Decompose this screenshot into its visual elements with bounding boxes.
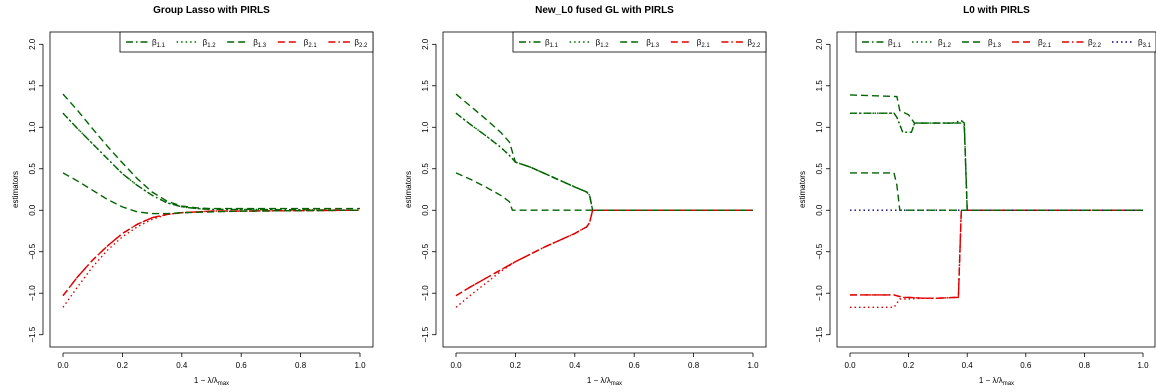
y-tick-label: 0.5	[815, 163, 824, 175]
y-axis-label: estimators	[11, 171, 20, 208]
y-tick-label: 0.5	[421, 163, 430, 175]
y-tick-label: 1.5	[28, 80, 37, 92]
legend-box	[855, 31, 1156, 53]
y-tick-label: −1.0	[421, 285, 430, 301]
series-line-4	[455, 209, 753, 297]
series-line-5	[62, 209, 361, 297]
legend-label: β1.2	[938, 38, 952, 49]
x-tick-label: 0.8	[295, 361, 307, 370]
chart-panel-3: L0 with PIRLS 0.0 0.2 0.4 0.6 0.8 1.0 −1.5 −1.0 −…	[798, 5, 1156, 387]
series-line-2	[62, 112, 361, 211]
series-line-1	[850, 112, 1143, 211]
x-tick-label: 0.6	[629, 361, 641, 370]
x-tick-label: 0.0	[57, 361, 69, 370]
chart-title: Group Lasso with PIRLS	[153, 5, 270, 16]
x-tick-label: 0.4	[176, 361, 188, 370]
legend-label: β1.2	[203, 38, 217, 49]
series-line-1	[62, 112, 361, 211]
x-axis-label: 1 − λ/λmax	[979, 376, 1014, 387]
series-line-7	[455, 172, 753, 211]
legend-label: β2.1	[697, 38, 711, 49]
x-tick-label: 0.8	[1079, 361, 1091, 370]
x-tick-label: 0.8	[688, 361, 700, 370]
x-tick-label: 0.4	[569, 361, 581, 370]
y-tick-label: −1.5	[421, 326, 430, 342]
y-tick-label: 0.0	[28, 204, 37, 216]
y-tick-label: 1.5	[815, 80, 824, 92]
y-tick-label: −0.5	[815, 243, 824, 259]
series-line-7	[62, 172, 361, 215]
series-line-3	[455, 93, 753, 211]
y-tick-label: 1.0	[421, 121, 430, 133]
y-tick-label: −1.0	[815, 285, 824, 301]
chart-title: New_L0 fused GL with PIRLS	[535, 5, 674, 16]
legend-label: β1.3	[988, 38, 1002, 49]
series-line-6	[455, 209, 753, 308]
legend-box	[119, 31, 374, 53]
y-tick-label: −0.5	[28, 243, 37, 259]
y-tick-label: 2.0	[421, 38, 430, 50]
y-tick-label: 1.0	[28, 121, 37, 133]
legend-label: β2.2	[747, 38, 761, 49]
x-tick-label: 0.6	[1020, 361, 1032, 370]
y-tick-label: 2.0	[28, 38, 37, 50]
y-tick-label: −0.5	[421, 243, 430, 259]
x-tick-label: 0.2	[510, 361, 522, 370]
series-line-4	[850, 209, 1143, 299]
y-tick-label: 2.0	[815, 38, 824, 50]
x-axis-label: 1 − λ/λmax	[587, 376, 622, 387]
series-line-5	[455, 209, 753, 297]
y-axis-label: estimators	[798, 171, 807, 208]
chart-panel-2: New_L0 fused GL with PIRLS 0.0 0.2 0.4 0.6 0.…	[404, 5, 767, 387]
series-line-8	[850, 172, 1143, 211]
y-axis-label: estimators	[404, 171, 413, 208]
y-tick-label: −1.5	[28, 326, 37, 342]
plot-frame	[836, 31, 1156, 348]
chart-panel-1: Group Lasso with PIRLS 0.0 0.2 0.4 0.6 0.8 1.0…	[11, 5, 374, 387]
legend-label: β1.1	[545, 38, 559, 49]
x-axis-label: 1 − λ/λmax	[194, 376, 229, 387]
legend-label: β2.2	[1088, 38, 1102, 49]
legend-label: β1.1	[888, 38, 902, 49]
chart-title: L0 with PIRLS	[963, 5, 1030, 16]
legend-label: β1.3	[646, 38, 660, 49]
x-tick-label: 0.0	[844, 361, 856, 370]
legend-label: β1.2	[596, 38, 610, 49]
x-tick-label: 0.2	[117, 361, 129, 370]
legend-label: β1.3	[253, 38, 267, 49]
x-tick-label: 1.0	[747, 361, 759, 370]
y-tick-label: 1.5	[421, 80, 430, 92]
y-tick-label: 1.0	[815, 121, 824, 133]
legend-label: β1.1	[152, 38, 166, 49]
series-line-3	[849, 94, 1143, 211]
legend-box	[512, 31, 767, 53]
series-line-5	[850, 209, 1143, 299]
legend-label: β2.1	[304, 38, 318, 49]
y-tick-label: 0.5	[28, 163, 37, 175]
y-tick-label: 0.0	[815, 204, 824, 216]
series-line-6	[62, 209, 361, 308]
series-line-7	[850, 209, 1143, 308]
y-tick-label: −1.5	[815, 326, 824, 342]
x-tick-label: 0.2	[903, 361, 915, 370]
y-tick-label: −1.0	[28, 285, 37, 301]
series-line-4	[62, 209, 361, 297]
y-tick-label: 0.0	[421, 204, 430, 216]
x-tick-label: 0.0	[450, 361, 462, 370]
x-tick-label: 0.6	[236, 361, 248, 370]
legend-label: β2.1	[1038, 38, 1052, 49]
x-tick-label: 0.4	[962, 361, 974, 370]
legend-label: β2.2	[354, 38, 368, 49]
x-tick-label: 1.0	[1137, 361, 1149, 370]
x-tick-label: 1.0	[354, 361, 366, 370]
series-line-3	[62, 93, 360, 210]
series-line-2	[850, 112, 1143, 211]
plot-frame	[49, 31, 374, 348]
legend-label: β3.1	[1138, 38, 1152, 49]
